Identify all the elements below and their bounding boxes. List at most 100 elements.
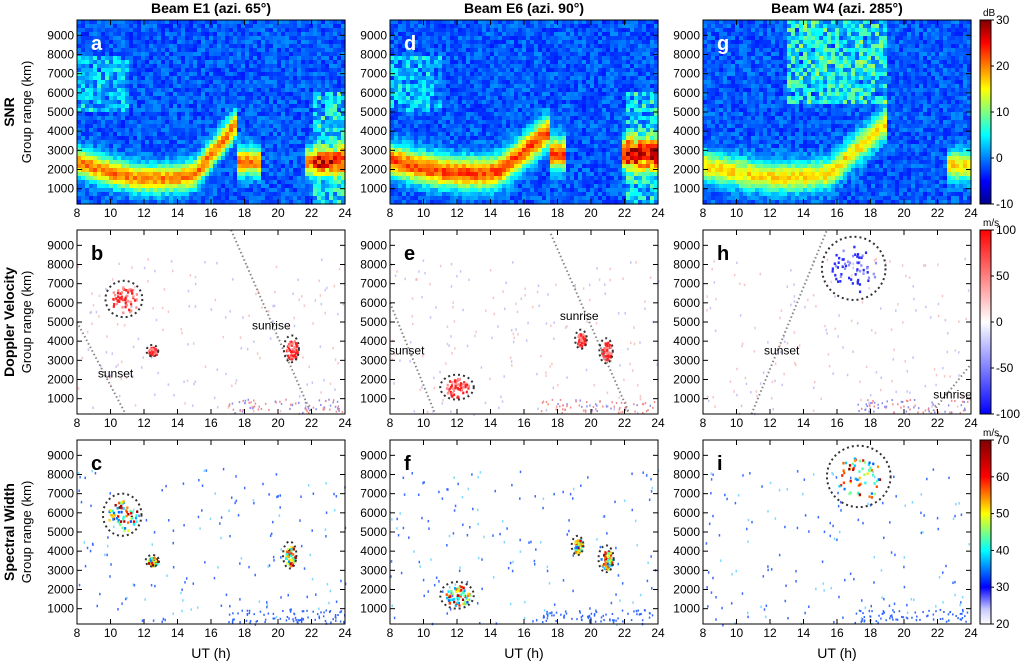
snr-pixel <box>253 116 258 121</box>
snr-pixel <box>422 108 427 113</box>
snr-pixel <box>177 108 182 113</box>
snr-pixel <box>213 192 218 197</box>
snr-pixel <box>406 136 411 141</box>
scatter-point <box>299 519 301 522</box>
snr-pixel <box>177 176 182 181</box>
snr-pixel <box>430 36 435 41</box>
snr-pixel <box>426 36 431 41</box>
snr-pixel <box>297 140 302 145</box>
snr-pixel <box>129 116 134 121</box>
snr-pixel <box>289 92 294 97</box>
snr-pixel <box>265 60 270 65</box>
snr-pixel <box>422 120 427 125</box>
snr-pixel <box>253 180 258 185</box>
snr-pixel <box>438 32 443 37</box>
snr-pixel <box>145 76 150 81</box>
snr-pixel <box>410 168 415 173</box>
scatter-point <box>239 409 241 412</box>
snr-pixel <box>333 176 338 181</box>
snr-pixel <box>261 104 266 109</box>
snr-pixel <box>337 92 342 97</box>
snr-pixel <box>161 44 166 49</box>
scatter-point <box>262 482 264 486</box>
snr-pixel <box>145 160 150 165</box>
snr-pixel <box>177 188 182 193</box>
snr-pixel <box>165 148 170 153</box>
cluster-point <box>109 509 112 512</box>
snr-pixel <box>321 28 326 33</box>
snr-pixel <box>430 128 435 133</box>
snr-pixel <box>414 20 419 25</box>
scatter-point <box>260 407 263 410</box>
snr-pixel <box>217 128 222 133</box>
snr-pixel <box>141 172 146 177</box>
snr-pixel <box>305 104 310 109</box>
snr-pixel <box>325 124 330 129</box>
snr-pixel <box>81 156 86 161</box>
snr-pixel <box>434 84 439 89</box>
snr-pixel <box>209 88 214 93</box>
snr-pixel <box>77 124 82 129</box>
snr-pixel <box>193 60 198 65</box>
snr-pixel <box>305 192 310 197</box>
snr-pixel <box>325 40 330 45</box>
snr-pixel <box>414 124 419 129</box>
snr-pixel <box>313 100 318 105</box>
snr-pixel <box>233 196 238 201</box>
snr-pixel <box>233 52 238 57</box>
snr-pixel <box>145 120 150 125</box>
snr-pixel <box>249 48 254 53</box>
snr-pixel <box>317 168 322 173</box>
scatter-point <box>326 583 329 586</box>
snr-pixel <box>422 88 427 93</box>
snr-pixel <box>426 180 431 185</box>
snr-pixel <box>289 200 294 205</box>
snr-pixel <box>438 80 443 85</box>
snr-pixel <box>229 84 234 89</box>
snr-pixel <box>305 144 310 149</box>
snr-pixel <box>410 80 415 85</box>
snr-pixel <box>426 172 431 177</box>
snr-pixel <box>321 96 326 101</box>
scatter-point <box>293 613 296 616</box>
snr-pixel <box>390 104 395 109</box>
snr-pixel <box>458 56 463 61</box>
snr-pixel <box>450 132 455 137</box>
snr-pixel <box>153 188 158 193</box>
snr-pixel <box>157 196 162 201</box>
cluster-point <box>115 302 119 306</box>
snr-pixel <box>394 120 399 125</box>
snr-pixel <box>245 172 250 177</box>
snr-pixel <box>390 76 395 81</box>
snr-pixel <box>125 156 130 161</box>
snr-pixel <box>462 176 467 181</box>
snr-pixel <box>101 136 106 141</box>
snr-pixel <box>301 108 306 113</box>
snr-pixel <box>309 52 314 57</box>
snr-pixel <box>470 40 475 45</box>
snr-pixel <box>325 192 330 197</box>
snr-pixel <box>197 160 202 165</box>
snr-pixel <box>145 68 150 73</box>
snr-pixel <box>177 100 182 105</box>
scatter-point <box>107 536 109 539</box>
snr-pixel <box>317 172 322 177</box>
snr-pixel <box>197 44 202 49</box>
snr-pixel <box>89 36 94 41</box>
snr-pixel <box>213 128 218 133</box>
snr-pixel <box>313 148 318 153</box>
snr-pixel <box>265 68 270 73</box>
snr-pixel <box>81 160 86 165</box>
snr-pixel <box>89 92 94 97</box>
snr-pixel <box>470 148 475 153</box>
snr-pixel <box>177 96 182 101</box>
snr-pixel <box>313 196 318 201</box>
snr-pixel <box>426 28 431 33</box>
snr-pixel <box>93 20 98 25</box>
snr-pixel <box>257 84 262 89</box>
cluster-point <box>112 518 115 521</box>
snr-pixel <box>225 104 230 109</box>
snr-pixel <box>113 140 118 145</box>
snr-pixel <box>101 32 106 37</box>
snr-pixel <box>313 160 318 165</box>
